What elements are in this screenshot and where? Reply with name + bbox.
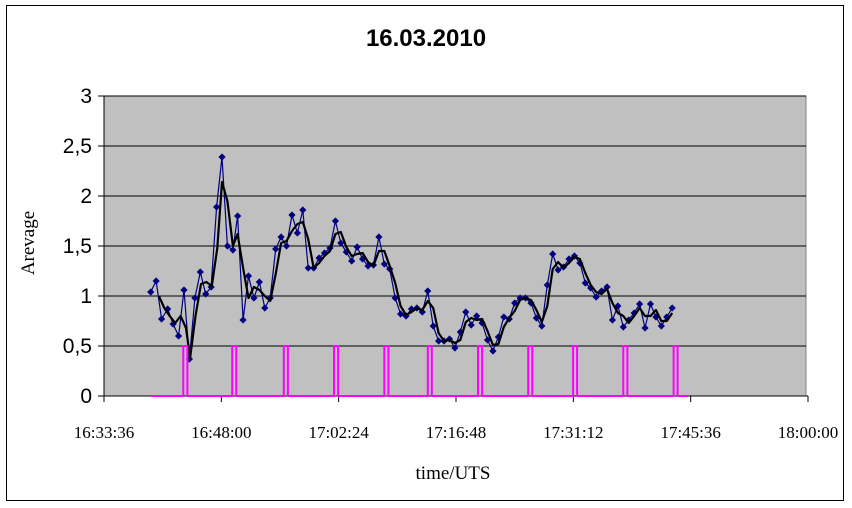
y-tick-labels: 0 0,5 1 1,5 2 2,5 3 [63, 85, 92, 408]
data-point [527, 299, 535, 307]
data-point [272, 245, 280, 253]
data-point [500, 313, 508, 321]
y-tick-label: 2,5 [63, 135, 92, 158]
data-point [180, 286, 188, 294]
data-point [353, 243, 361, 251]
data-point [212, 203, 221, 211]
x-tick-label: 17:02:24 [308, 423, 369, 442]
data-point [554, 266, 562, 274]
data-point [157, 315, 166, 323]
data-point [516, 294, 524, 302]
data-point [337, 239, 345, 247]
data-point [244, 272, 253, 280]
data-point [641, 324, 649, 332]
data-point [581, 279, 589, 287]
data-point [223, 242, 232, 250]
data-point [636, 300, 644, 308]
data-point [147, 288, 155, 296]
data-point [218, 153, 226, 161]
data-point [174, 332, 183, 340]
y-tick-label: 1 [80, 285, 92, 308]
data-point [391, 294, 399, 302]
data-point [603, 283, 611, 291]
data-point [467, 321, 475, 329]
data-point [608, 316, 617, 324]
y-tick-label: 1,5 [63, 235, 92, 258]
x-tick-label: 16:33:36 [74, 423, 134, 442]
data-point [646, 300, 655, 308]
x-tick-label: 17:31:12 [543, 423, 603, 442]
data-point [489, 347, 497, 355]
data-point [196, 268, 204, 276]
y-tick-label: 0 [80, 385, 92, 408]
data-point [435, 337, 443, 345]
data-point [152, 277, 160, 285]
data-point [424, 287, 432, 295]
data-point [619, 323, 627, 331]
data-point [549, 250, 557, 258]
data-point [293, 229, 301, 237]
data-point [657, 322, 665, 330]
data-point [462, 308, 470, 316]
series-1-line [157, 180, 674, 360]
data-point [202, 290, 210, 298]
data-point [229, 246, 237, 254]
series-group [147, 153, 688, 397]
data-point [380, 260, 388, 268]
data-point [511, 299, 519, 307]
data-point [396, 310, 405, 318]
x-tick-label: 17:45:36 [660, 423, 720, 442]
data-point [451, 344, 459, 352]
data-point [538, 322, 546, 330]
x-tick-label: 16:48:00 [191, 423, 251, 442]
x-axis-label: time/UTS [416, 463, 491, 484]
chart-title: 16.03.2010 [365, 25, 487, 52]
data-point [592, 293, 600, 301]
data-point [348, 257, 356, 265]
data-point [250, 294, 258, 302]
data-point [282, 242, 291, 250]
data-point [234, 212, 242, 220]
x-tick-labels: 16:33:36 16:48:00 17:02:24 17:16:48 17:31:12… [74, 423, 838, 442]
data-point [288, 211, 296, 219]
y-tick-label: 2 [80, 185, 92, 208]
y-tick-label: 3 [80, 85, 92, 108]
data-point [375, 233, 383, 241]
data-point [304, 264, 312, 272]
x-tick-label: 17:16:48 [426, 423, 486, 442]
data-point [668, 304, 676, 312]
data-point [473, 312, 481, 320]
data-point [255, 278, 263, 286]
series-2-line [150, 345, 688, 397]
data-point [191, 294, 199, 302]
data-point [331, 217, 340, 225]
data-point [277, 233, 285, 241]
data-point [261, 304, 269, 312]
data-point [299, 206, 307, 214]
x-tick-label: 18:00:00 [778, 423, 838, 442]
y-axis-label: Arevage [18, 211, 39, 275]
y-tick-label: 0,5 [63, 335, 92, 358]
data-point [429, 322, 437, 330]
data-point [239, 316, 247, 324]
